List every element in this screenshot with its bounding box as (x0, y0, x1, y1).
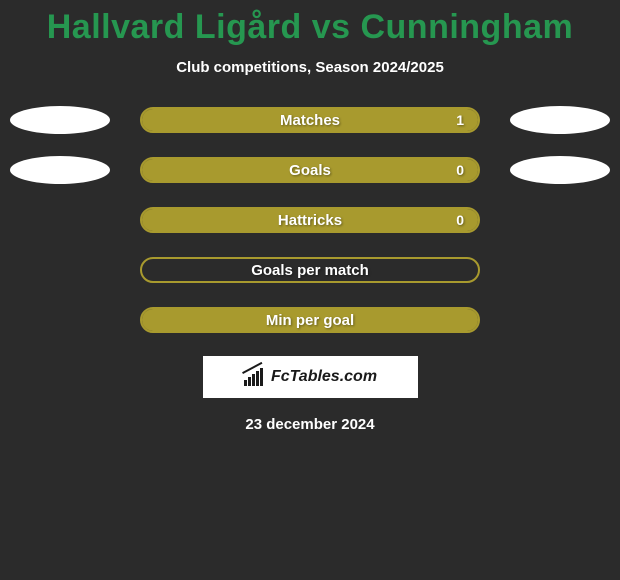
stat-row-hattricks: Hattricks 0 (0, 206, 620, 234)
chart-icon (243, 368, 265, 386)
logo-text: FcTables.com (271, 368, 377, 386)
chart-bar (252, 374, 255, 386)
stat-row-min-per-goal: Min per goal (0, 306, 620, 334)
stat-label: Goals per match (251, 262, 369, 279)
marker-placeholder (510, 256, 610, 284)
subtitle: Club competitions, Season 2024/2025 (176, 59, 444, 76)
chart-bar (248, 377, 251, 386)
stat-row-goals: Goals 0 (0, 156, 620, 184)
marker-placeholder (510, 306, 610, 334)
player-right-marker (510, 156, 610, 184)
player-left-marker (10, 156, 110, 184)
footer-date: 23 december 2024 (245, 416, 374, 433)
stat-row-goals-per-match: Goals per match (0, 256, 620, 284)
fctables-logo[interactable]: FcTables.com (203, 356, 418, 398)
stat-label: Goals (289, 162, 331, 179)
marker-placeholder (10, 206, 110, 234)
player-left-marker (10, 106, 110, 134)
stat-label: Min per goal (266, 312, 354, 329)
stat-bar-goals-per-match: Goals per match (140, 257, 480, 283)
stat-value: 0 (456, 162, 464, 178)
stat-bar-min-per-goal: Min per goal (140, 307, 480, 333)
stats-container: Matches 1 Goals 0 Hattricks 0 Goals per … (0, 106, 620, 334)
stat-bar-goals: Goals 0 (140, 157, 480, 183)
chart-bar (256, 371, 259, 386)
player-right-marker (510, 106, 610, 134)
chart-bar (260, 368, 263, 386)
chart-bar (244, 380, 247, 386)
stat-value: 0 (456, 212, 464, 228)
marker-placeholder (510, 206, 610, 234)
page-title: Hallvard Ligård vs Cunningham (47, 8, 573, 47)
stat-bar-matches: Matches 1 (140, 107, 480, 133)
marker-placeholder (10, 306, 110, 334)
stat-bar-hattricks: Hattricks 0 (140, 207, 480, 233)
stat-value: 1 (456, 112, 464, 128)
stat-label: Matches (280, 112, 340, 129)
stat-row-matches: Matches 1 (0, 106, 620, 134)
stat-label: Hattricks (278, 212, 342, 229)
marker-placeholder (10, 256, 110, 284)
